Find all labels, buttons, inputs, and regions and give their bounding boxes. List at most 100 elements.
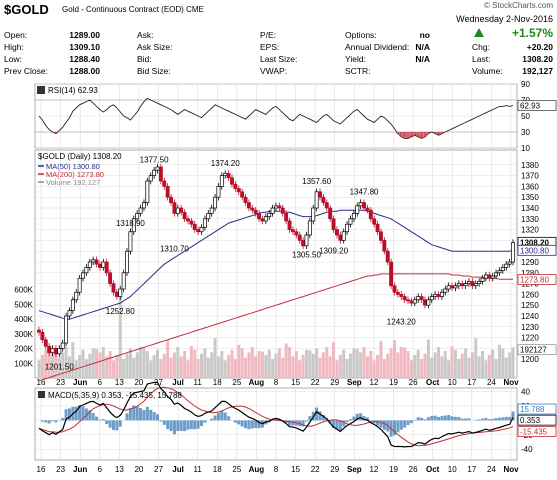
candle-body	[358, 202, 363, 207]
x-tick-label: 11	[194, 465, 203, 474]
rsi-oversold-fill	[396, 132, 400, 134]
macd-histogram-bar	[257, 420, 261, 429]
volume-bar	[430, 357, 434, 378]
candle-body	[270, 207, 275, 214]
macd-histogram-bar	[318, 411, 322, 421]
volume-bar	[315, 348, 319, 378]
macd-histogram-bar	[437, 416, 441, 421]
candle-body	[334, 229, 339, 236]
macd-histogram-bar	[162, 420, 166, 425]
x-tick-label: 12	[369, 465, 378, 474]
volume-bar	[244, 357, 248, 378]
candle-body	[274, 205, 278, 209]
candle-body	[111, 283, 116, 293]
macd-histogram-bar	[210, 418, 214, 421]
macd-histogram-bar	[84, 408, 88, 421]
symbol: $GOLD	[4, 2, 49, 17]
price-tick-label: 1340	[521, 204, 539, 213]
macd-histogram-bar	[440, 416, 444, 421]
candle-body	[307, 220, 312, 236]
volume-bar	[416, 349, 420, 378]
rsi-oversold-fill	[406, 132, 410, 139]
last-price-label: 1300.80	[520, 246, 549, 255]
x-tick-label: 29	[330, 465, 339, 474]
volume-bar	[470, 352, 474, 378]
macd-legend-swatch	[38, 391, 45, 398]
candle-body	[494, 272, 499, 277]
macd-histogram-bar	[108, 420, 112, 428]
rsi-last-label: 62.93	[520, 102, 541, 111]
macd-histogram-bar	[159, 420, 163, 422]
candle-body	[328, 207, 333, 220]
volume-bar	[450, 346, 454, 378]
brand[interactable]: © StockCharts.com	[483, 1, 553, 10]
macd-histogram-bar	[413, 419, 417, 421]
volume-bar	[142, 347, 146, 378]
quote-header: $GOLD Gold - Continuous Contract (EOD) C…	[0, 0, 557, 82]
volume-bar	[321, 352, 325, 378]
macd-last-label: 0.353	[520, 416, 541, 425]
x-tick-label: Jul	[172, 465, 184, 474]
candle-body	[182, 211, 187, 220]
volume-bar	[413, 355, 417, 378]
volume-bar	[203, 348, 207, 378]
volume-last-label: 192127	[520, 346, 547, 355]
volume-bar	[348, 353, 352, 378]
macd-histogram-bar	[393, 420, 396, 436]
x-tick-label: 27	[154, 465, 163, 474]
x-tick-label: 20	[134, 465, 143, 474]
volume-bar	[156, 349, 159, 378]
last-price-label: 1308.20	[520, 238, 549, 247]
candle-body	[355, 205, 360, 214]
macd-histogram-bar	[149, 409, 153, 421]
price-annotation: 1309.20	[319, 246, 348, 255]
macd-last-box	[517, 414, 557, 426]
price-tick-label: 1360	[521, 182, 539, 191]
x-tick-label: 6	[98, 378, 103, 387]
field-label: Prev Close:	[4, 66, 48, 76]
macd-histogram-bar	[142, 409, 146, 421]
macd-histogram-bar	[362, 416, 366, 421]
macd-histogram-bar	[186, 420, 190, 430]
candle-body	[131, 218, 136, 233]
candle-body	[490, 275, 495, 279]
price-annotation: 1310.70	[160, 245, 189, 254]
candle-body	[487, 274, 492, 279]
candle-body	[504, 263, 509, 268]
volume-bar	[149, 360, 153, 378]
candle-body	[477, 281, 482, 284]
up-arrow-icon	[474, 28, 484, 37]
last-price-box	[517, 274, 557, 285]
volume-bar	[67, 356, 71, 378]
rsi-tick-label: 50	[521, 112, 530, 121]
volume-bar	[88, 353, 92, 378]
volume-bar	[169, 357, 173, 378]
macd-histogram-bar	[64, 409, 68, 421]
field-value: N/A	[415, 42, 430, 52]
volume-bar	[406, 351, 410, 378]
candle-body	[230, 177, 234, 185]
macd-histogram-bar	[115, 420, 119, 431]
macd-histogram-bar	[254, 420, 258, 428]
candle-body	[395, 291, 400, 295]
volume-last-box	[517, 344, 557, 356]
volume-bar	[264, 355, 268, 378]
candle-body	[77, 277, 82, 293]
price-tick-label: 1230	[521, 323, 539, 332]
x-tick-label: 27	[154, 378, 163, 387]
field-label: Open:	[4, 30, 28, 40]
macd-histogram-bar	[497, 417, 501, 421]
volume-bar	[508, 352, 512, 378]
candle-body	[108, 272, 113, 284]
candle-body	[216, 186, 221, 198]
volume-bar	[284, 343, 288, 378]
macd-histogram-bar	[406, 420, 410, 426]
x-tick-label: 29	[330, 378, 339, 387]
candle-body	[189, 220, 194, 225]
volume-bar	[345, 358, 349, 378]
volume-bar	[491, 349, 495, 378]
price-tick-label: 1380	[521, 161, 539, 170]
macd-histogram-bar	[447, 414, 451, 421]
x-tick-label: Jul	[172, 378, 184, 387]
candle-body	[284, 213, 289, 222]
